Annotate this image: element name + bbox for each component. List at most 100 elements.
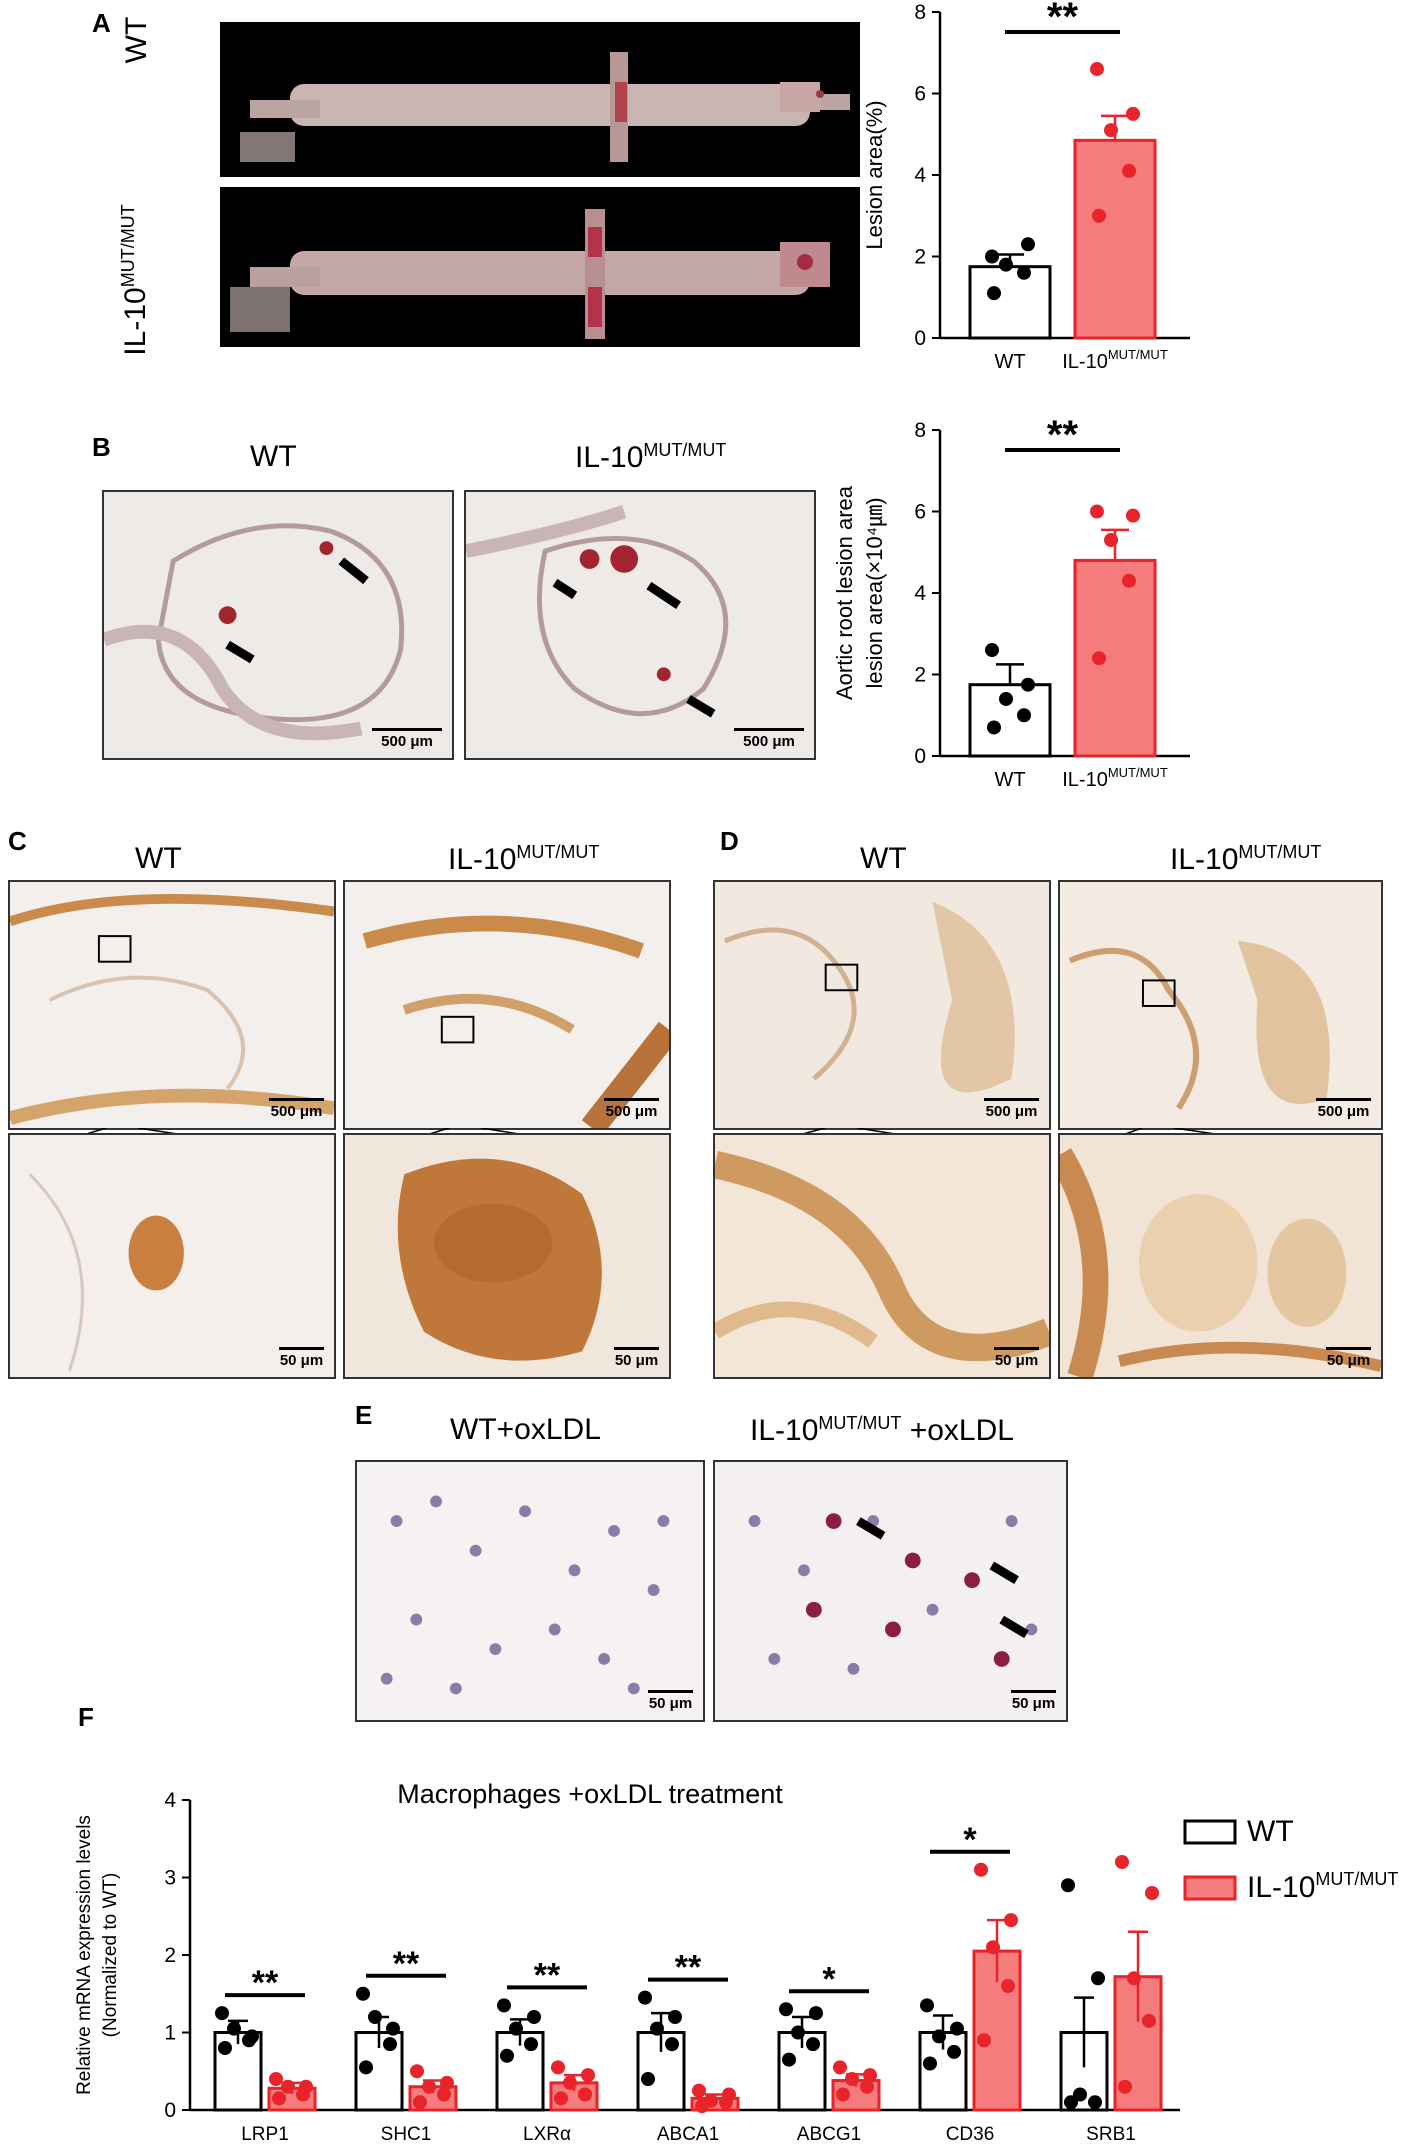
b-data-point xyxy=(1104,533,1118,548)
f-data-point xyxy=(215,2006,229,2021)
f-data-point xyxy=(1118,2079,1132,2094)
d-scale-mut: 500 μm xyxy=(1317,1103,1370,1120)
f-ytick-label: 2 xyxy=(164,1944,176,1967)
c-label-mut-sup: MUT/MUT xyxy=(516,842,600,862)
legend-label-mut: IL-10MUT/MUT xyxy=(1247,1869,1398,1904)
f-sig-star: ** xyxy=(393,1945,420,1983)
f-data-point xyxy=(437,2087,451,2102)
b-ytick-label: 0 xyxy=(914,745,926,768)
f-data-point xyxy=(524,2037,538,2052)
a-ytick-label: 4 xyxy=(914,164,926,187)
f-data-point xyxy=(860,2079,874,2094)
f-data-point xyxy=(551,2060,565,2075)
f-data-point xyxy=(1115,1855,1129,1869)
row-label-wt: WT xyxy=(120,16,153,64)
e-label-wt: WT+oxLDL xyxy=(450,1413,601,1446)
f-chart-title: Macrophages +oxLDL treatment xyxy=(397,1779,783,1809)
c-label-mut: IL-10 xyxy=(448,843,517,876)
aorta-mut-image xyxy=(220,187,860,347)
a-ytick-label: 2 xyxy=(914,246,926,269)
b-data-point xyxy=(1092,651,1106,666)
f-sig-star: ** xyxy=(252,1964,279,2002)
b-data-point xyxy=(1126,508,1140,523)
f-data-point xyxy=(554,2091,568,2106)
f-data-point xyxy=(563,2075,577,2090)
d-wt-zoom-image: 50 μm xyxy=(713,1133,1051,1379)
f-xtick-label: LRP1 xyxy=(241,2124,289,2145)
mrna-expression-chart: 0 1 2 3 4 Relative mRNA expression levels (Nor… xyxy=(74,1779,1398,2145)
b-xtick-label: WT xyxy=(994,769,1025,791)
f-sig-star: ** xyxy=(675,1949,702,1987)
c-wt-zoom-image: 50 μm xyxy=(8,1133,336,1379)
f-data-point xyxy=(986,1940,1000,1955)
a-ytick-label: 0 xyxy=(914,327,926,350)
f-xtick-label: CD36 xyxy=(946,2124,995,2145)
panel-c-label: C xyxy=(8,826,27,856)
f-data-point xyxy=(641,2072,655,2086)
f-data-point xyxy=(1061,1878,1075,1893)
f-data-point xyxy=(977,2033,991,2048)
f-data-point xyxy=(500,2048,514,2063)
f-xtick-label: LXRα xyxy=(523,2124,571,2145)
f-sig-star: * xyxy=(822,1960,836,1998)
c-scale-wt: 500 μm xyxy=(270,1103,323,1120)
f-data-point xyxy=(791,2025,805,2040)
f-xtick-label: ABCG1 xyxy=(797,2124,861,2145)
b-bar xyxy=(1073,558,1157,758)
f-ytick-label: 1 xyxy=(164,2022,176,2045)
f-data-point xyxy=(722,2087,736,2102)
e-label-mut-sup: MUT/MUT xyxy=(818,1413,902,1433)
a-data-point xyxy=(1104,123,1118,138)
a-data-point xyxy=(985,249,999,264)
b-ylabel: lesion area(×10⁴㎛) xyxy=(862,497,888,688)
e-label-mut-suffix: +oxLDL xyxy=(901,1414,1014,1447)
a-ylabel: Lesion area(%) xyxy=(862,100,887,249)
e-scale-mut: 50 μm xyxy=(1011,1695,1056,1712)
d-label-mut-sup: MUT/MUT xyxy=(1238,842,1322,862)
f-data-point xyxy=(269,2072,283,2086)
f-data-point xyxy=(1073,2087,1087,2102)
f-data-point xyxy=(581,2068,595,2083)
f-data-point xyxy=(1088,2095,1102,2110)
panel-b-label: B xyxy=(92,432,111,462)
f-ylabel: Relative mRNA expression levels xyxy=(74,1815,95,2095)
b-sig-star: ** xyxy=(1047,418,1079,457)
f-data-point xyxy=(356,1986,370,2001)
panel-f-label: F xyxy=(78,1702,94,1732)
a-data-point xyxy=(999,257,1013,272)
f-data-point xyxy=(359,2060,373,2075)
a-data-point xyxy=(1092,208,1106,223)
aortic-root-mut-image: 500 μm xyxy=(464,490,816,760)
a-ytick-label: 8 xyxy=(914,1,926,24)
b-ytick-label: 8 xyxy=(914,419,926,442)
b-scale-mut: 500 μm xyxy=(743,733,795,750)
d-label-wt: WT xyxy=(860,842,907,875)
f-data-point xyxy=(497,1998,511,2013)
c-label-wt: WT xyxy=(135,842,182,875)
b-data-point xyxy=(1021,677,1035,692)
b-label-mut: IL-10 xyxy=(575,441,644,474)
a-bar xyxy=(968,265,1052,340)
f-data-point xyxy=(509,2021,523,2036)
f-data-point xyxy=(923,2056,937,2071)
f-data-point xyxy=(1091,1971,1105,1986)
panel-e-label: E xyxy=(355,1400,373,1430)
a-data-point xyxy=(1021,237,1035,252)
a-data-point xyxy=(1090,62,1104,77)
a-bar xyxy=(1073,138,1157,340)
e-wt-image: 50 μm xyxy=(355,1460,705,1722)
a-sig-star: ** xyxy=(1047,0,1079,39)
f-data-point xyxy=(665,2037,679,2052)
f-xtick-label: SRB1 xyxy=(1086,2124,1136,2145)
f-ytick-label: 3 xyxy=(164,1867,176,1890)
d-scale-wt-zoom: 50 μm xyxy=(994,1352,1039,1369)
d-mut-overview-image: 500 μm xyxy=(1058,880,1383,1130)
c-wt-overview-image: 500 μm xyxy=(8,880,336,1130)
b-scale-wt: 500 μm xyxy=(381,733,433,750)
f-data-point xyxy=(1001,1979,1015,1993)
f-data-point xyxy=(1142,2013,1156,2028)
d-label-mut: IL-10 xyxy=(1170,843,1239,876)
f-data-point xyxy=(227,2021,241,2036)
f-ytick-label: 4 xyxy=(164,1789,176,1812)
f-data-point xyxy=(410,2064,424,2079)
